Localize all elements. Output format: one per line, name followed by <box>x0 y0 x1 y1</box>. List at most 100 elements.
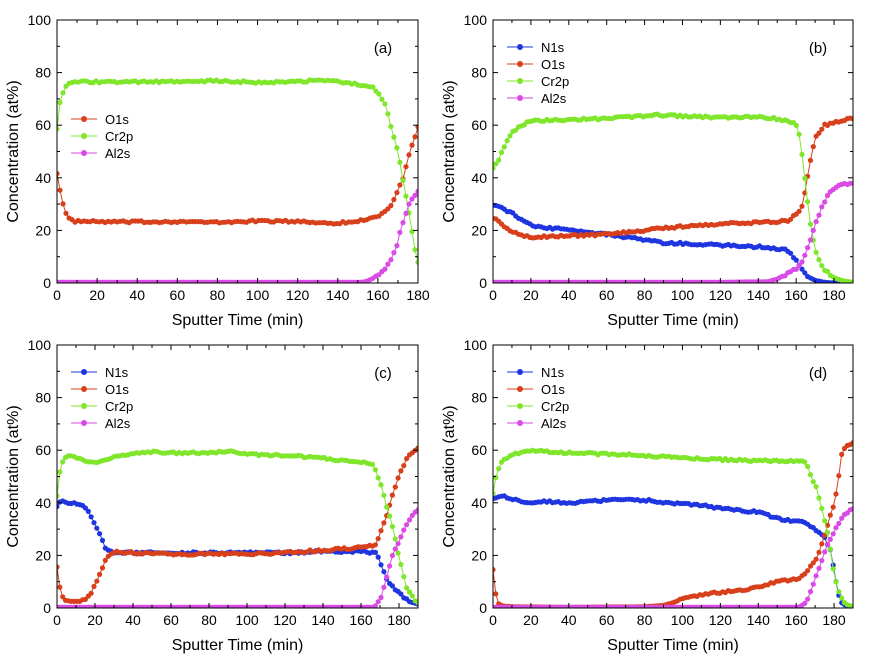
data-point <box>819 126 825 132</box>
data-point <box>375 599 381 605</box>
x-tick-label: 20 <box>89 287 105 303</box>
y-tick-label: 80 <box>35 65 51 81</box>
data-point <box>376 91 382 97</box>
data-point <box>850 279 853 283</box>
data-point <box>378 482 384 488</box>
series-Cr2p <box>493 111 853 283</box>
data-point <box>88 514 94 520</box>
data-point <box>372 467 378 473</box>
legend: N1s O1s Cr2p Al2s <box>507 365 569 431</box>
x-axis-title: Sputter Time (min) <box>607 637 739 654</box>
series-Cr2p <box>493 447 853 608</box>
x-tick-label: 160 <box>366 287 390 303</box>
data-point <box>91 583 97 590</box>
data-point <box>793 122 799 129</box>
data-point <box>793 257 799 263</box>
x-tick-label: 100 <box>246 287 270 303</box>
data-point <box>378 562 384 568</box>
data-point <box>392 546 398 552</box>
data-point <box>397 182 403 188</box>
data-point <box>496 466 502 472</box>
data-point <box>57 126 60 132</box>
plot-area <box>57 445 418 608</box>
data-point <box>381 492 387 498</box>
legend-marker <box>517 95 523 101</box>
data-point <box>802 252 808 258</box>
data-point <box>493 591 499 597</box>
data-point <box>796 208 802 214</box>
x-tick-label: 100 <box>235 612 259 628</box>
series-line-Cr2p <box>493 113 853 283</box>
data-point <box>810 581 816 587</box>
data-point <box>372 603 378 608</box>
plot-area <box>57 77 418 283</box>
data-point <box>833 525 839 531</box>
legend-marker <box>81 386 87 392</box>
data-point <box>836 589 842 595</box>
data-point <box>816 565 822 571</box>
data-point <box>391 134 397 140</box>
data-point <box>406 152 412 158</box>
y-tick-label: 60 <box>471 117 487 133</box>
data-point <box>381 520 387 526</box>
x-tick-label: 0 <box>489 287 497 303</box>
data-point <box>400 177 406 183</box>
data-point <box>415 188 418 194</box>
x-tick-label: 20 <box>523 612 539 628</box>
legend-label: Cr2p <box>541 399 569 414</box>
data-point <box>850 506 853 512</box>
data-point <box>830 504 836 510</box>
x-tick-label: 40 <box>561 612 577 628</box>
y-tick-label: 100 <box>464 337 488 353</box>
data-point <box>372 542 378 548</box>
chart-panel-0: 0 20 40 60 80 100 0 20 40 60 80 100 120 140 160 180 Sput… <box>5 12 430 329</box>
data-point <box>819 204 825 210</box>
series-O1s <box>57 124 418 227</box>
data-point <box>382 266 388 272</box>
data-point <box>389 583 395 589</box>
data-point <box>805 199 811 205</box>
data-point <box>830 566 836 572</box>
data-point <box>400 220 406 226</box>
data-point <box>409 196 415 202</box>
x-axis-title: Sputter Time (min) <box>172 637 304 654</box>
data-point <box>375 554 381 560</box>
data-point <box>403 164 409 170</box>
x-tick-label: 140 <box>311 612 335 628</box>
series-Al2s <box>493 180 853 283</box>
data-point <box>401 527 407 533</box>
data-point <box>392 536 398 542</box>
data-point <box>406 589 413 595</box>
data-point <box>802 600 808 606</box>
data-point <box>839 515 845 521</box>
legend-marker <box>517 369 523 375</box>
y-tick-label: 40 <box>35 495 51 511</box>
data-point <box>802 175 808 181</box>
y-tick-label: 40 <box>471 170 487 186</box>
data-point <box>493 161 499 167</box>
data-point <box>796 131 802 137</box>
data-point <box>60 459 66 465</box>
x-tick-label: 20 <box>87 612 103 628</box>
data-point <box>395 541 401 547</box>
data-point <box>391 250 397 256</box>
data-point <box>793 266 799 272</box>
y-tick-label: 0 <box>43 600 51 616</box>
data-point <box>805 463 811 470</box>
x-tick-label: 100 <box>671 612 695 628</box>
data-point <box>82 505 88 511</box>
x-tick-label: 160 <box>784 287 808 303</box>
legend-label: Al2s <box>541 416 567 431</box>
y-tick-label: 80 <box>471 65 487 81</box>
data-point <box>816 257 822 263</box>
x-tick-label: 80 <box>201 612 217 628</box>
series-N1s <box>493 202 853 283</box>
x-tick-label: 40 <box>129 287 145 303</box>
data-point <box>824 268 831 275</box>
data-point <box>397 159 403 165</box>
legend-label: O1s <box>541 382 565 397</box>
legend-marker <box>81 116 87 122</box>
legend-label: Cr2p <box>105 129 133 144</box>
x-axis-title: Sputter Time (min) <box>172 312 304 329</box>
data-point <box>504 138 510 144</box>
